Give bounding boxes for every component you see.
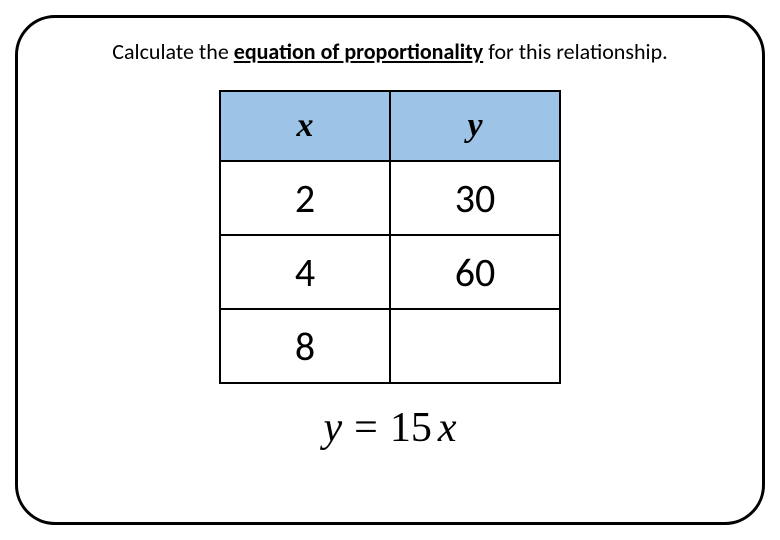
problem-card: Calculate the equation of proportionalit… (15, 15, 765, 525)
equation: y = 15x (324, 404, 457, 452)
xy-table: x y 2 30 4 60 8 (219, 90, 561, 384)
column-header-x: x (220, 91, 390, 161)
cell-x-1: 4 (220, 235, 390, 309)
cell-x-2: 8 (220, 309, 390, 383)
instruction-prefix: Calculate the (112, 38, 233, 65)
column-header-y: y (390, 91, 560, 161)
table-row: 4 60 (220, 235, 560, 309)
instruction-emphasis: equation of proportionality (234, 38, 483, 65)
equation-coeff: 15 (390, 404, 432, 452)
equation-rhs: x (438, 404, 457, 452)
cell-x-0: 2 (220, 161, 390, 235)
equation-lhs: y (324, 404, 343, 452)
table-row: 8 (220, 309, 560, 383)
table-row: 2 30 (220, 161, 560, 235)
equation-equals: = (354, 404, 378, 452)
instruction-text: Calculate the equation of proportionalit… (112, 38, 667, 65)
cell-y-0: 30 (390, 161, 560, 235)
instruction-suffix: for this relationship. (483, 38, 667, 65)
table-header-row: x y (220, 91, 560, 161)
cell-y-2 (390, 309, 560, 383)
cell-y-1: 60 (390, 235, 560, 309)
